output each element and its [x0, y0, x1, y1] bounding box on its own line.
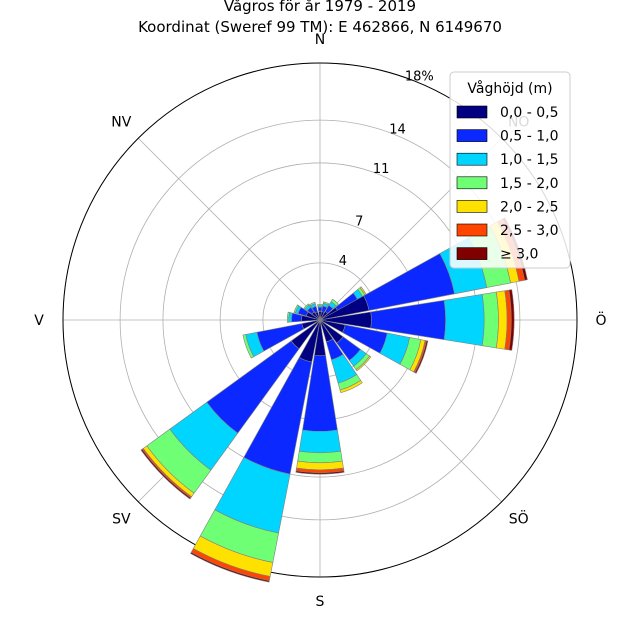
bar-segment-s1-b3 [322, 301, 330, 306]
legend-box [449, 71, 571, 269]
radial-tick-2: 11 [373, 162, 390, 177]
direction-label-2: Ö [595, 311, 606, 329]
bar-segment-s16-b3 [309, 301, 316, 307]
grid-spoke-7 [137, 137, 321, 321]
bar-segment-s10-b6 [190, 551, 270, 583]
direction-label-6: V [34, 313, 44, 329]
bar-segment-s8-b4 [339, 379, 363, 394]
legend-label-0: 0,0 - 0,5 [500, 105, 558, 121]
direction-label-7: NV [111, 114, 131, 130]
legend-label-3: 1,5 - 2,0 [500, 176, 558, 192]
bar-segment-s14-b3 [293, 304, 300, 314]
bar-segment-s7-b4 [355, 355, 372, 372]
bar-segment-s9-b3 [297, 450, 343, 464]
direction-label-0: N [315, 32, 325, 48]
rose-bars [140, 217, 528, 583]
legend-swatch-3 [456, 176, 488, 190]
bar-segment-s9-b6 [295, 470, 345, 475]
bar-segment-s15-b3 [303, 303, 310, 310]
bar-segment-s9-b2 [298, 429, 342, 454]
bar-segment-s11-b6 [140, 448, 192, 500]
radial-tick-0: 4 [339, 254, 347, 269]
bar-segment-s6-b6 [414, 340, 429, 374]
legend-label-6: ≥ 3,0 [500, 247, 538, 263]
bar-segment-s0-b3 [317, 303, 323, 307]
bar-segment-s5-b3 [481, 291, 499, 349]
direction-label-3: SÖ [509, 510, 529, 528]
bar-segment-s2-b3 [330, 298, 339, 307]
direction-label-4: S [316, 594, 325, 610]
legend-swatch-1 [456, 129, 488, 142]
legend-label-4: 2,0 - 2,5 [500, 199, 558, 215]
bar-segment-s5-b2 [443, 293, 485, 347]
legend-swatch-6 [456, 247, 488, 260]
bar-segment-s12-b3 [242, 334, 255, 359]
radial-tick-4: 18% [405, 70, 434, 85]
legend-swatch-0 [456, 105, 488, 119]
radial-tick-3: 14 [389, 122, 406, 137]
legend: Våghöjd (m) 0,0 - 0,5 0,5 - 1,0 1,0 - 1,5 1,… [449, 71, 571, 269]
radial-tick-labels: 4 7 11 14 18% [339, 70, 434, 270]
legend-label-1: 0,5 - 1,0 [500, 129, 558, 145]
chart-subtitle: Koordinat (Sweref 99 TM): E 462866, N 61… [138, 18, 502, 36]
direction-label-5: SV [112, 512, 131, 528]
legend-label-5: 2,5 - 3,0 [500, 223, 558, 239]
legend-label-2: 1,0 - 1,5 [500, 152, 558, 168]
radial-tick-1: 7 [355, 215, 363, 230]
legend-swatch-2 [456, 152, 488, 166]
legend-swatch-5 [456, 223, 488, 237]
legend-title: Våghöjd (m) [467, 80, 552, 97]
chart-title: Vågros för år 1979 - 2019 [223, 0, 417, 15]
outer-ring [62, 62, 578, 578]
bar-segment-s13-b3 [286, 311, 290, 323]
legend-swatch-4 [456, 200, 488, 213]
bar-segment-s0-b1 [317, 306, 323, 312]
bar-segment-s5-b6 [508, 289, 515, 351]
